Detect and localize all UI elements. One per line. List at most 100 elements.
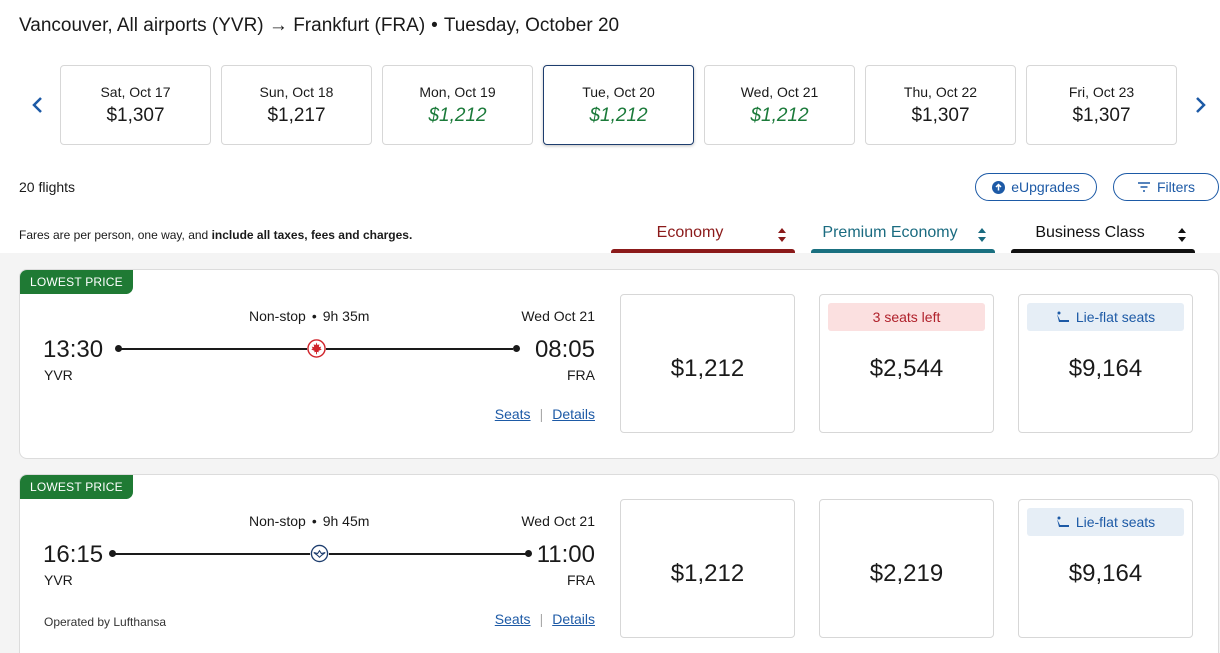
economy-tab-bar <box>611 249 795 253</box>
previous-dates-button[interactable] <box>25 90 49 120</box>
arrival-date: Wed Oct 21 <box>521 308 595 324</box>
eupgrades-label: eUpgrades <box>1011 179 1080 195</box>
premium-economy-price: $2,219 <box>869 560 944 587</box>
lie-flat-text: Lie-flat seats <box>1075 514 1156 530</box>
route-text: Vancouver, All airports (YVR) → Frankfur… <box>19 15 426 36</box>
duration-label: 9h 35m <box>322 308 370 324</box>
date-option-price: $1,212 <box>428 105 487 126</box>
date-option-price: $1,212 <box>750 105 809 126</box>
maple-leaf-icon <box>307 339 326 358</box>
filter-icon <box>1137 181 1151 193</box>
details-link[interactable]: Details <box>552 611 595 627</box>
date-option-label: Thu, Oct 22 <box>903 84 978 100</box>
lowest-price-badge: LOWEST PRICE <box>20 270 133 294</box>
premium-economy-fare-option[interactable]: 3 seats left $2,544 <box>819 294 994 433</box>
chevron-left-icon <box>32 97 42 113</box>
seats-link[interactable]: Seats <box>494 611 531 627</box>
economy-fare-option[interactable]: $1,212 <box>620 294 795 433</box>
lie-flat-seat-icon <box>1056 516 1069 527</box>
premium-tab-label: Premium Economy <box>822 224 958 241</box>
stops-label: Non-stop <box>249 513 306 529</box>
lie-flat-seat-icon <box>1056 311 1069 322</box>
destination-airport: FRA <box>567 367 595 383</box>
date-option-label: Sat, Oct 17 <box>100 84 171 100</box>
arrival-date: Wed Oct 21 <box>521 513 595 529</box>
lie-flat-tag: Lie-flat seats <box>1027 508 1184 536</box>
chevron-right-icon <box>1196 97 1206 113</box>
date-option-oct-21[interactable]: Wed, Oct 21 $1,212 <box>704 65 855 145</box>
date-option-oct-20-selected[interactable]: Tue, Oct 20 $1,212 <box>543 65 694 145</box>
summary-separator: • <box>311 308 317 324</box>
premium-economy-fare-option[interactable]: $2,219 <box>819 499 994 638</box>
title-separator: • <box>431 15 438 36</box>
date-option-price: $1,212 <box>589 105 648 126</box>
date-option-oct-22[interactable]: Thu, Oct 22 $1,307 <box>865 65 1016 145</box>
stops-label: Non-stop <box>249 308 306 324</box>
departure-time: 13:30 <box>43 336 104 363</box>
flight-result-card[interactable]: LOWEST PRICE Non-stop • 9h 35m Wed Oct 21 … <box>19 269 1219 459</box>
page-title: Vancouver, All airports (YVR) → Frankfur… <box>19 15 619 37</box>
travel-date: Tuesday, October 20 <box>443 15 620 36</box>
fare-disclaimer: Fares are per person, one way, and inclu… <box>19 228 412 242</box>
date-option-price: $1,307 <box>911 105 970 126</box>
premium-economy-price: $2,544 <box>869 355 944 382</box>
filters-button[interactable]: Filters <box>1113 173 1219 201</box>
economy-price: $1,212 <box>670 560 745 587</box>
sort-icon <box>778 228 786 242</box>
business-fare-option[interactable]: Lie-flat seats $9,164 <box>1018 499 1193 638</box>
economy-price: $1,212 <box>670 355 745 382</box>
details-link[interactable]: Details <box>552 406 595 422</box>
business-tab-bar <box>1011 249 1195 253</box>
sort-business-class-tab[interactable]: Business Class <box>1011 220 1195 253</box>
next-dates-button[interactable] <box>1189 90 1213 120</box>
date-option-oct-18[interactable]: Sun, Oct 18 $1,217 <box>221 65 372 145</box>
premium-tab-bar <box>811 249 995 253</box>
flight-links: Seats | Details <box>495 406 595 422</box>
business-tab-label: Business Class <box>1035 224 1145 241</box>
fare-disclaimer-text: Fares are per person, one way, and <box>19 228 212 242</box>
link-divider: | <box>539 611 544 627</box>
operated-by-note: Operated by Lufthansa <box>44 615 167 629</box>
sort-premium-economy-tab[interactable]: Premium Economy <box>811 220 995 253</box>
arrival-time: 08:05 <box>534 336 595 363</box>
date-option-price: $1,307 <box>1072 105 1131 126</box>
track-end-dot <box>513 345 520 352</box>
origin-airport: YVR <box>44 367 73 383</box>
date-option-label: Tue, Oct 20 <box>582 84 655 100</box>
flight-count: 20 flights <box>19 179 76 195</box>
flight-summary: Non-stop • 9h 45m <box>249 513 369 529</box>
arrow-up-circle-icon <box>992 180 1006 194</box>
date-option-label: Fri, Oct 23 <box>1068 84 1135 100</box>
business-price: $9,164 <box>1068 355 1143 382</box>
seats-left-tag: 3 seats left <box>828 303 985 331</box>
sort-economy-tab[interactable]: Economy <box>611 220 795 253</box>
track-start-dot <box>115 345 122 352</box>
economy-fare-option[interactable]: $1,212 <box>620 499 795 638</box>
summary-separator: • <box>311 513 317 529</box>
arrival-time: 11:00 <box>536 541 595 568</box>
date-option-oct-23[interactable]: Fri, Oct 23 $1,307 <box>1026 65 1177 145</box>
flight-summary: Non-stop • 9h 35m <box>249 308 369 324</box>
sort-icon <box>1178 228 1186 242</box>
date-option-label: Sun, Oct 18 <box>259 84 334 100</box>
date-option-label: Wed, Oct 21 <box>740 84 819 100</box>
seats-left-text: 3 seats left <box>872 309 941 325</box>
flight-result-card[interactable]: LOWEST PRICE Non-stop • 9h 45m Wed Oct 21 … <box>19 474 1219 653</box>
date-option-oct-17[interactable]: Sat, Oct 17 $1,307 <box>60 65 211 145</box>
lie-flat-tag: Lie-flat seats <box>1027 303 1184 331</box>
flight-links: Seats | Details <box>495 611 595 627</box>
date-option-label: Mon, Oct 19 <box>419 84 496 100</box>
crane-icon <box>310 544 329 563</box>
track-start-dot <box>109 550 116 557</box>
date-option-price: $1,307 <box>106 105 165 126</box>
date-option-oct-19[interactable]: Mon, Oct 19 $1,212 <box>382 65 533 145</box>
business-fare-option[interactable]: Lie-flat seats $9,164 <box>1018 294 1193 433</box>
seats-link[interactable]: Seats <box>494 406 531 422</box>
filters-label: Filters <box>1156 179 1196 195</box>
lie-flat-text: Lie-flat seats <box>1075 309 1156 325</box>
business-price: $9,164 <box>1068 560 1143 587</box>
eupgrades-button[interactable]: eUpgrades <box>975 173 1097 201</box>
origin-airport: YVR <box>44 572 73 588</box>
duration-label: 9h 45m <box>322 513 370 529</box>
sort-icon <box>978 228 986 242</box>
